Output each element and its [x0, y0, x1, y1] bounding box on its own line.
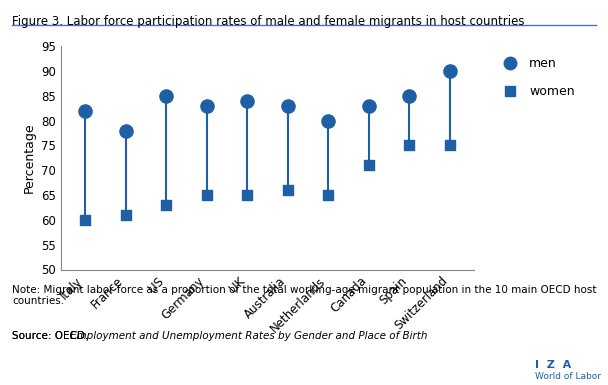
Text: Employment and Unemployment Rates by Gender and Place of Birth: Employment and Unemployment Rates by Gen…: [70, 331, 427, 341]
men: [364, 103, 374, 109]
men: [121, 127, 131, 134]
men: [243, 98, 252, 104]
men: [80, 108, 90, 114]
Y-axis label: Percentage: Percentage: [22, 122, 35, 193]
women: [445, 142, 455, 149]
women: [283, 187, 292, 193]
Text: Source: OECD.: Source: OECD.: [12, 331, 92, 341]
men: [161, 93, 171, 99]
Text: Source: OECD.: Source: OECD.: [12, 331, 92, 341]
Legend: men, women: men, women: [493, 52, 580, 104]
Text: Figure 3. Labor force participation rates of male and female migrants in host co: Figure 3. Labor force participation rate…: [12, 15, 525, 28]
women: [121, 212, 131, 218]
women: [323, 192, 333, 198]
women: [161, 202, 171, 208]
Text: I  Z  A: I Z A: [535, 360, 572, 370]
men: [404, 93, 414, 99]
men: [202, 103, 212, 109]
Text: World of Labor: World of Labor: [535, 372, 601, 381]
women: [202, 192, 212, 198]
women: [404, 142, 414, 149]
men: [323, 117, 333, 124]
women: [243, 192, 252, 198]
women: [80, 217, 90, 223]
men: [283, 103, 292, 109]
women: [364, 162, 374, 168]
men: [445, 68, 455, 74]
Text: Note: Migrant labor force as a proportion of the total working-age migrant popul: Note: Migrant labor force as a proportio…: [12, 285, 596, 306]
